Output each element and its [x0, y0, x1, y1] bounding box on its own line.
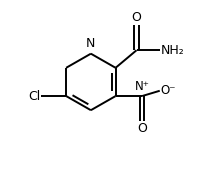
Text: O: O — [137, 122, 147, 135]
Text: NH₂: NH₂ — [161, 44, 185, 57]
Text: O: O — [132, 11, 142, 24]
Text: N⁺: N⁺ — [135, 80, 150, 93]
Text: N: N — [86, 37, 96, 50]
Text: Cl: Cl — [28, 90, 40, 103]
Text: O⁻: O⁻ — [161, 84, 176, 97]
